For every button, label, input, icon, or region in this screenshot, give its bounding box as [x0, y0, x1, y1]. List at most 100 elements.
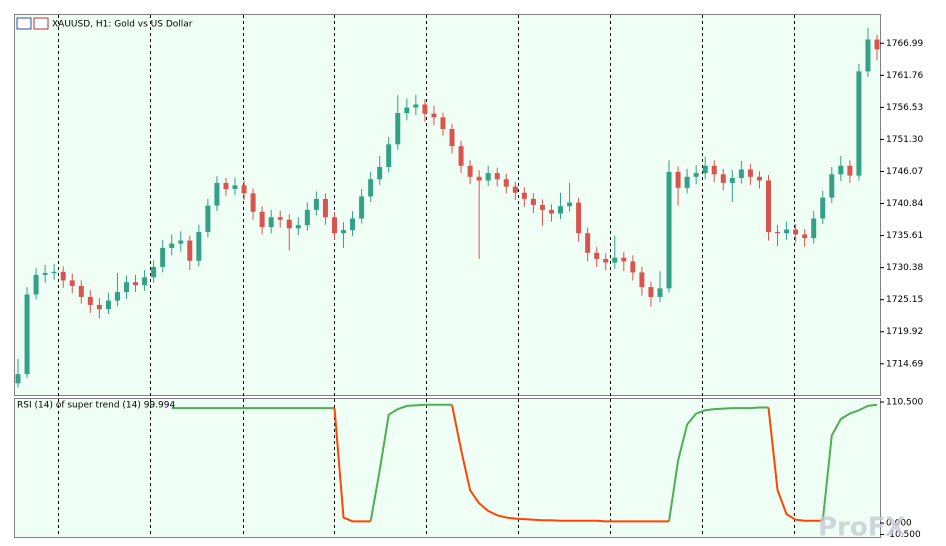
candle-body [42, 273, 48, 275]
candle-body [241, 185, 247, 194]
candle-body [187, 240, 193, 261]
candle-body [87, 296, 93, 305]
candle-body [639, 272, 645, 288]
candle-body [313, 198, 319, 210]
candle-body [567, 202, 573, 207]
candle-body [865, 39, 871, 72]
y-tick-label: 1735.61 [886, 231, 923, 241]
candle-body [666, 171, 672, 289]
candle-body [422, 104, 428, 114]
candle-body [729, 178, 735, 183]
candle-body [124, 282, 130, 293]
candle-body [657, 288, 663, 297]
y-tick-label: 1714.69 [886, 359, 923, 369]
candle-body [521, 192, 527, 199]
candle-body [196, 231, 202, 261]
candle-body [684, 176, 690, 188]
candle-body [675, 171, 681, 188]
candle-body [295, 225, 301, 229]
icon [33, 17, 49, 30]
icon [16, 17, 32, 30]
candle-body [648, 287, 654, 297]
candle-body [232, 185, 238, 190]
marks: 1766.99 1761.76 1756.53 1751.30 1746.07 1740.… [15, 27, 923, 540]
candle-body [404, 107, 410, 114]
candle-body [576, 202, 582, 234]
candle-body [368, 179, 374, 197]
candle-body [485, 173, 491, 181]
candle-body [693, 173, 699, 177]
candle-body [413, 104, 419, 108]
candle-body [856, 71, 862, 176]
candle-body [142, 277, 148, 286]
indicator-line [333, 404, 823, 523]
candle-body [738, 169, 744, 179]
y-tick-label: 1730.38 [886, 263, 923, 273]
candle-body [78, 285, 84, 297]
candle-body [775, 231, 781, 234]
candle-body [458, 146, 464, 166]
candle-body [702, 165, 708, 174]
candle-body [277, 217, 283, 220]
candle-body [747, 169, 753, 177]
candle-body [304, 209, 310, 226]
candle-body [512, 186, 518, 193]
candle-body [322, 198, 328, 218]
candle-body [838, 165, 844, 175]
candle-body [431, 113, 437, 118]
candle-body [847, 165, 853, 176]
candle-body [169, 243, 175, 248]
candle-body [802, 234, 808, 239]
candle-body [476, 176, 482, 181]
candle-body [24, 294, 30, 375]
candle-body [33, 274, 39, 295]
candle-body [96, 304, 102, 310]
candle-body [60, 271, 66, 281]
candle-body [268, 217, 274, 228]
candle-body [793, 229, 799, 235]
candle-body [711, 165, 717, 175]
candle-body [151, 266, 157, 278]
candle-body [503, 179, 509, 187]
candle-body [440, 117, 446, 129]
candle-body [160, 247, 166, 267]
candle-body [133, 282, 139, 286]
period-separators [58, 15, 795, 537]
candle-body [114, 292, 120, 301]
candle-body [585, 233, 591, 253]
candle-body [756, 176, 762, 181]
candle-body [811, 218, 817, 239]
candle-body [494, 173, 500, 180]
y-tick-label: 1751.30 [886, 135, 923, 145]
candle-body [548, 209, 554, 214]
candle-body [259, 211, 265, 228]
candle-body [205, 205, 211, 232]
candle-body [15, 374, 21, 384]
candle-body [214, 182, 220, 206]
candle-body [621, 257, 627, 262]
candle-body [331, 217, 337, 234]
watermark: ProFX [818, 513, 906, 543]
candle-body [820, 197, 826, 219]
y-tick-label: -10.500 [886, 530, 921, 540]
candle-body [105, 300, 111, 310]
y-tick-label: 110.500 [886, 398, 923, 408]
candle-body [178, 240, 184, 244]
candle-body [386, 144, 392, 167]
candle-body [829, 174, 835, 198]
candle-body [223, 182, 229, 190]
candle-body [612, 257, 618, 263]
candle-body [630, 261, 636, 273]
candle-body [341, 230, 347, 234]
candle-body [377, 167, 383, 180]
candle-body [467, 165, 473, 177]
candle-body [449, 129, 455, 147]
candle-body [558, 206, 564, 214]
candle-body [539, 205, 545, 210]
y-tick-label: 0.000 [886, 518, 912, 528]
indicator-title: RSI (14) of super trend (14) 99.994 [17, 401, 176, 411]
candle-body [784, 229, 790, 234]
candle-body [286, 219, 292, 229]
candle-body [69, 280, 75, 286]
